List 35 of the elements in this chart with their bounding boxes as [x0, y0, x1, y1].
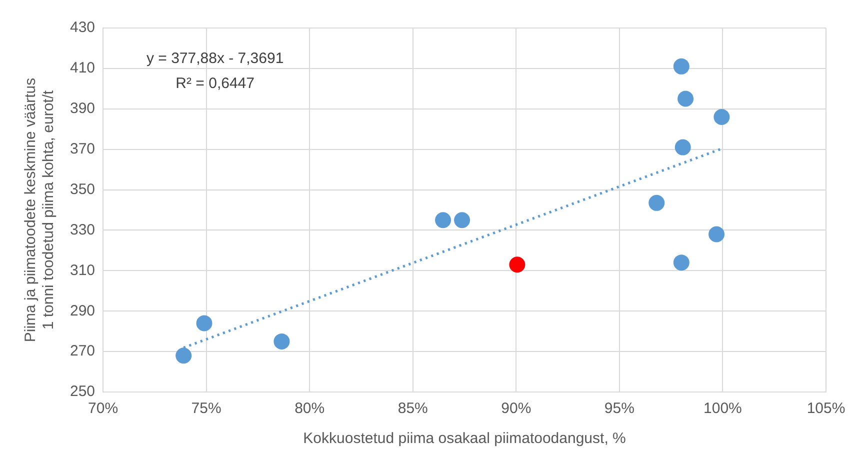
- y-tick-label: 430: [70, 19, 96, 36]
- y-tick-label: 410: [70, 60, 96, 77]
- point: [648, 194, 665, 211]
- point: [509, 256, 526, 273]
- y-tick-label: 370: [70, 140, 96, 158]
- point: [714, 108, 730, 125]
- point: [435, 212, 452, 228]
- point: [274, 333, 290, 350]
- annotation: y = 377,88x - 7,3691: [146, 50, 284, 67]
- x-tick-label: 95%: [604, 400, 634, 418]
- point: [673, 58, 690, 74]
- x-tick-label: 70%: [88, 400, 118, 418]
- y-tick-label: 290: [70, 302, 96, 320]
- x-tick-label: 105%: [806, 400, 846, 418]
- point: [674, 139, 691, 156]
- y-tick-label: 250: [70, 383, 96, 400]
- point: [454, 212, 470, 228]
- point: [673, 254, 690, 271]
- y-tick-label: 330: [70, 221, 96, 238]
- point: [678, 90, 694, 107]
- x-tick-label: 85%: [398, 400, 428, 418]
- x-tick-label: 90%: [501, 400, 532, 418]
- x-tick-label: 75%: [191, 400, 222, 418]
- y-tick-label: 390: [70, 100, 96, 118]
- point: [708, 226, 725, 242]
- x-axis-title: Kokkuostetud piima osakaal piimatoodangust, %: [303, 430, 626, 448]
- annotation: R² = 0,6447: [176, 75, 254, 92]
- point: [176, 348, 192, 364]
- y-tick-label: 310: [70, 262, 96, 279]
- point: [196, 315, 212, 332]
- x-tick-label: 100%: [704, 400, 742, 418]
- y-axis-title: Piima ja piimatoodete keskmine väärtus 1 tonni toodetud piima kohta, eurot/t: [22, 78, 58, 342]
- x-tick-label: 80%: [294, 400, 325, 418]
- y-tick-label: 350: [70, 180, 96, 198]
- y-tick-label: 270: [70, 342, 96, 360]
